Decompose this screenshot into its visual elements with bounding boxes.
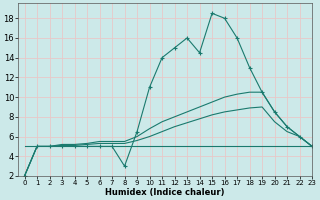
X-axis label: Humidex (Indice chaleur): Humidex (Indice chaleur) [105, 188, 225, 197]
